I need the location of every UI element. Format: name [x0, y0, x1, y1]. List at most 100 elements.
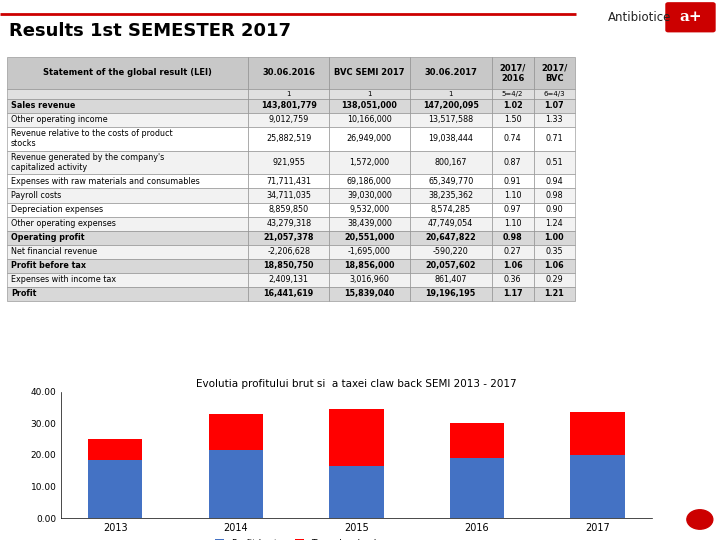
Text: 18,856,000: 18,856,000 [344, 261, 395, 270]
Text: Payroll costs: Payroll costs [11, 191, 61, 200]
Text: Profit before tax: Profit before tax [11, 261, 86, 270]
Text: -590,220: -590,220 [433, 247, 469, 256]
Bar [534, 89, 575, 99]
Bar [492, 151, 534, 174]
Bar [492, 174, 534, 188]
Text: 138,051,000: 138,051,000 [341, 102, 397, 110]
Text: 15,839,040: 15,839,040 [344, 289, 395, 298]
Bar [329, 127, 410, 151]
Bar [329, 188, 410, 202]
Bar [492, 89, 534, 99]
Bar [570, 412, 625, 455]
Text: 1: 1 [449, 91, 453, 97]
Text: 8,574,285: 8,574,285 [431, 205, 471, 214]
Bar [7, 188, 248, 202]
Bar [248, 245, 329, 259]
Text: 800,167: 800,167 [434, 158, 467, 167]
Bar [7, 99, 248, 113]
Text: 1.06: 1.06 [503, 261, 523, 270]
Bar [534, 231, 575, 245]
Bar [410, 113, 492, 127]
Text: 1: 1 [367, 91, 372, 97]
Text: 1.17: 1.17 [503, 289, 523, 298]
Bar [248, 57, 329, 89]
Text: 0.98: 0.98 [546, 191, 563, 200]
Text: 0.90: 0.90 [546, 205, 563, 214]
Text: 30.06.2017: 30.06.2017 [424, 69, 477, 77]
Bar [329, 89, 410, 99]
Text: 0.87: 0.87 [504, 158, 521, 167]
Bar [248, 202, 329, 217]
Text: 25,882,519: 25,882,519 [266, 134, 312, 143]
Bar [534, 113, 575, 127]
Text: 39,030,000: 39,030,000 [347, 191, 392, 200]
Text: 2017/
BVC: 2017/ BVC [541, 63, 567, 83]
Text: 65,349,770: 65,349,770 [428, 177, 473, 186]
Text: 20,647,822: 20,647,822 [426, 233, 476, 242]
Text: 38,439,000: 38,439,000 [347, 219, 392, 228]
Text: Antibiotice: Antibiotice [608, 11, 672, 24]
Bar [450, 458, 504, 518]
Bar [329, 151, 410, 174]
Bar [248, 99, 329, 113]
Text: 861,407: 861,407 [434, 275, 467, 284]
Bar [410, 245, 492, 259]
Text: 143,801,779: 143,801,779 [261, 102, 317, 110]
Bar [248, 127, 329, 151]
Bar [410, 99, 492, 113]
Bar [329, 57, 410, 89]
Text: 26,949,000: 26,949,000 [347, 134, 392, 143]
Bar [7, 202, 248, 217]
Bar [7, 231, 248, 245]
Bar [492, 245, 534, 259]
Bar [410, 259, 492, 273]
Text: 1.10: 1.10 [504, 219, 521, 228]
Bar [329, 231, 410, 245]
Bar [534, 245, 575, 259]
Bar [534, 188, 575, 202]
Bar [7, 113, 248, 127]
Text: Profit: Profit [11, 289, 36, 298]
Text: 47,749,054: 47,749,054 [428, 219, 473, 228]
Bar [329, 99, 410, 113]
Text: Operating profit: Operating profit [11, 233, 84, 242]
Text: 921,955: 921,955 [272, 158, 305, 167]
Text: 43,279,318: 43,279,318 [266, 219, 311, 228]
Text: Results 1st SEMESTER 2017: Results 1st SEMESTER 2017 [9, 22, 291, 39]
Bar [492, 202, 534, 217]
Bar [492, 273, 534, 287]
Text: 1.24: 1.24 [546, 219, 563, 228]
Text: 10,166,000: 10,166,000 [347, 116, 392, 124]
Text: 2,409,131: 2,409,131 [269, 275, 309, 284]
Bar [410, 217, 492, 231]
Bar [329, 113, 410, 127]
Bar [248, 151, 329, 174]
Text: 20,057,602: 20,057,602 [426, 261, 476, 270]
Text: 8,859,850: 8,859,850 [269, 205, 309, 214]
Text: Sales revenue: Sales revenue [11, 102, 75, 110]
Text: 1.33: 1.33 [546, 116, 563, 124]
Text: Expenses with raw materials and consumables: Expenses with raw materials and consumab… [11, 177, 199, 186]
Bar [410, 231, 492, 245]
FancyBboxPatch shape [665, 2, 716, 32]
Text: 5=4/2: 5=4/2 [502, 91, 523, 97]
Text: Depreciation expenses: Depreciation expenses [11, 205, 103, 214]
Bar [492, 287, 534, 301]
Bar [492, 231, 534, 245]
Text: 21,057,378: 21,057,378 [264, 233, 314, 242]
Bar [534, 99, 575, 113]
Text: a+: a+ [679, 10, 702, 24]
Bar [7, 287, 248, 301]
Text: 69,186,000: 69,186,000 [347, 177, 392, 186]
Bar [88, 460, 143, 518]
Bar [534, 202, 575, 217]
Text: 5: 5 [696, 515, 703, 524]
Text: 38,235,362: 38,235,362 [428, 191, 473, 200]
Text: 20,551,000: 20,551,000 [344, 233, 395, 242]
Bar [534, 174, 575, 188]
Text: 9,012,759: 9,012,759 [269, 116, 309, 124]
Bar [209, 450, 263, 518]
Bar [410, 273, 492, 287]
Bar [410, 287, 492, 301]
Bar [329, 245, 410, 259]
